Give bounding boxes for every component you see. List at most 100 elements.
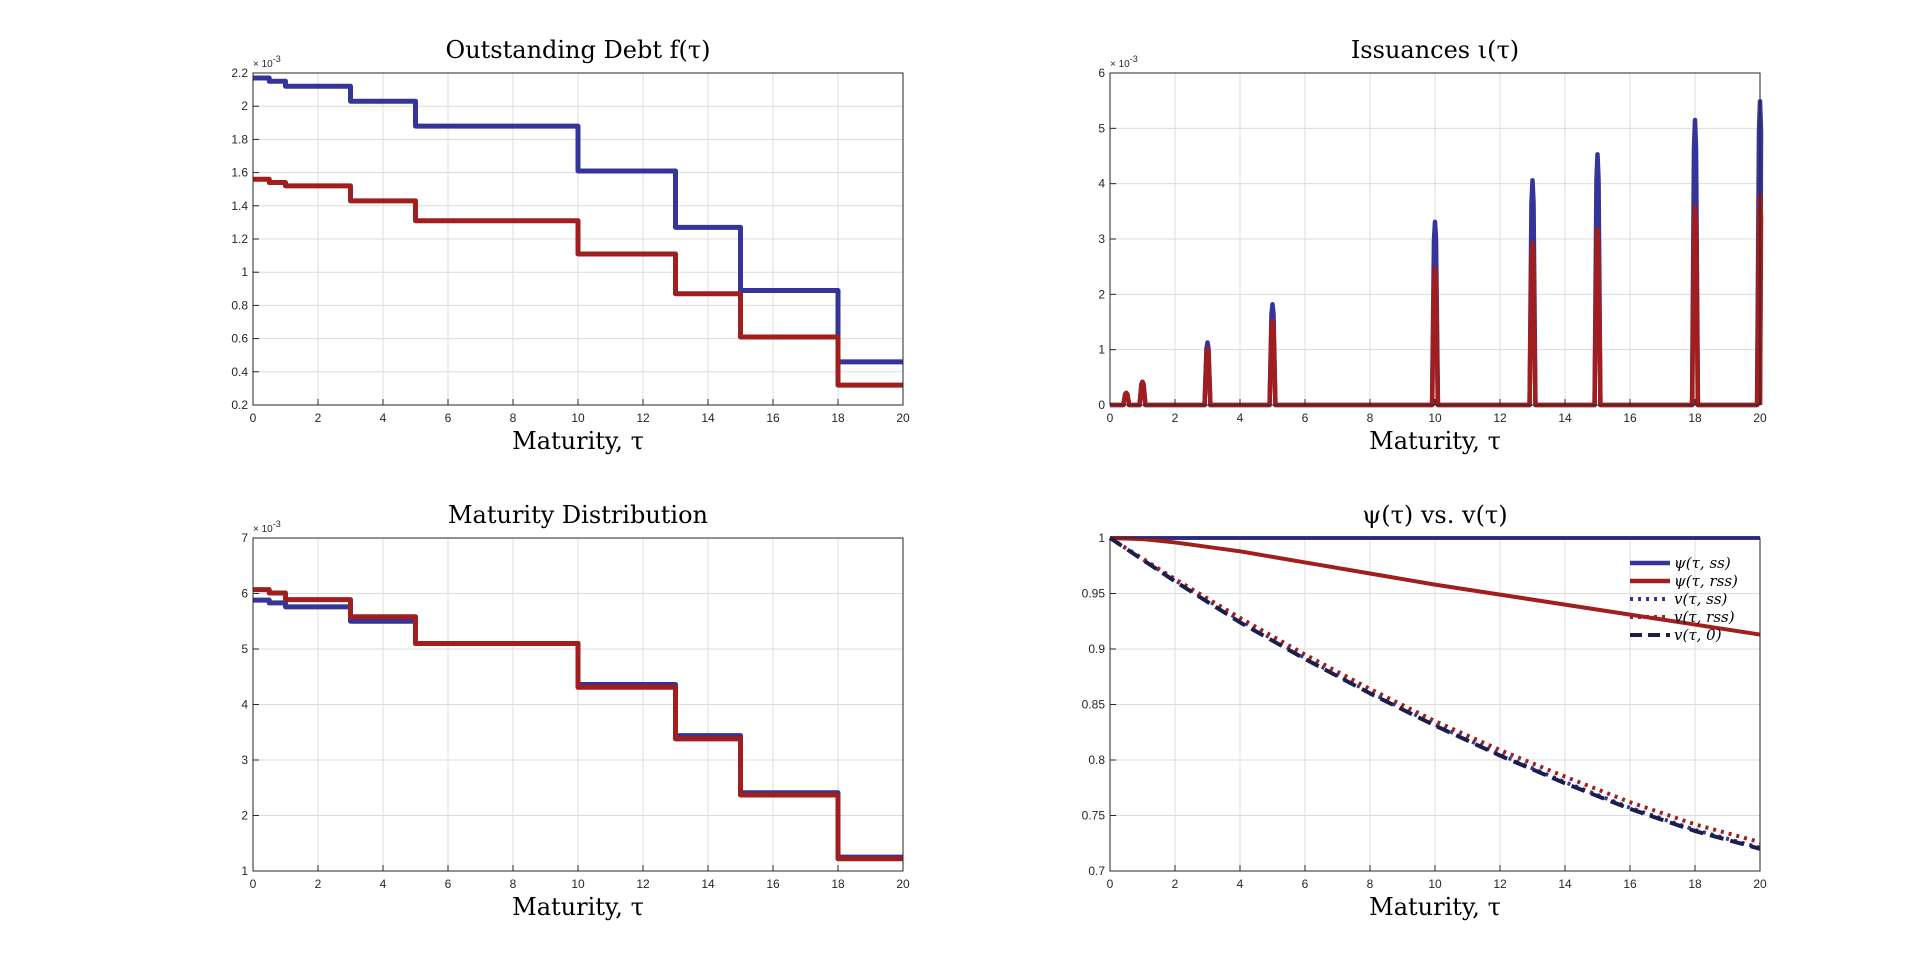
y-tick-label: 2 xyxy=(241,809,248,823)
y-tick-label: 1.8 xyxy=(231,132,248,146)
y-tick-label: 1 xyxy=(241,864,248,878)
y-tick-label: 0.85 xyxy=(1082,698,1106,712)
x-tick-label: 6 xyxy=(1302,877,1309,891)
x-tick-label: 20 xyxy=(896,877,910,891)
y-tick-label: 2 xyxy=(1098,287,1105,301)
psi-vs-v-series-5-line xyxy=(1108,536,1761,851)
outstanding-debt-plot-area xyxy=(253,75,903,388)
y-tick-label: 0.6 xyxy=(231,332,248,346)
x-tick-label: 20 xyxy=(1753,411,1767,425)
outstanding-debt-y-exponent: × 10-3 xyxy=(253,54,281,70)
x-tick-label: 0 xyxy=(1107,411,1114,425)
psi-vs-v-panel: 0 2 4 6 8 10 12 14 16 18 20 0.7 0.75 0.8 0.85 0.9 0.95 1 ψ… xyxy=(1082,501,1767,921)
maturity-distribution-y-exponent: × 10-3 xyxy=(253,519,281,535)
issuances-plot-area xyxy=(1110,98,1764,408)
x-tick-label: 16 xyxy=(1623,877,1637,891)
y-tick-label: 5 xyxy=(241,642,248,656)
x-tick-label: 12 xyxy=(1493,877,1507,891)
y-tick-label: 1.4 xyxy=(231,199,248,213)
y-tick-label: 0.95 xyxy=(1082,587,1106,601)
y-tick-label: 0.9 xyxy=(1088,642,1105,656)
x-tick-label: 18 xyxy=(1688,877,1702,891)
x-tick-label: 8 xyxy=(1367,877,1374,891)
y-tick-label: 0.75 xyxy=(1082,809,1106,823)
legend-label: v(τ, 0) xyxy=(1674,626,1722,644)
x-tick-label: 14 xyxy=(1558,877,1572,891)
x-tick-label: 12 xyxy=(1493,411,1507,425)
y-tick-label: 0.2 xyxy=(231,398,248,412)
y-tick-label: 2 xyxy=(241,99,248,113)
issuances-series-2-line xyxy=(1110,193,1764,408)
y-tick-label: 1.6 xyxy=(231,166,248,180)
x-tick-label: 10 xyxy=(571,877,585,891)
legend-label: ψ(τ, rss) xyxy=(1674,572,1738,590)
x-tick-label: 6 xyxy=(445,411,452,425)
y-tick-label: 3 xyxy=(1098,232,1105,246)
x-tick-label: 12 xyxy=(636,877,650,891)
issuances-y-exponent: × 10-3 xyxy=(1110,54,1138,70)
x-tick-label: 20 xyxy=(1753,877,1767,891)
y-tick-label: 6 xyxy=(241,587,248,601)
y-tick-label: 6 xyxy=(1098,66,1105,80)
x-tick-label: 2 xyxy=(1172,411,1179,425)
legend-label: v(τ, ss) xyxy=(1674,590,1728,608)
issuances-title: Issuances ι(τ) xyxy=(1351,36,1519,64)
x-tick-label: 0 xyxy=(250,877,257,891)
psi-vs-v-legend: ψ(τ, ss)ψ(τ, rss)v(τ, ss)v(τ, rss)v(τ, 0… xyxy=(1630,554,1738,644)
y-tick-label: 2.2 xyxy=(231,66,248,80)
x-tick-label: 2 xyxy=(315,411,322,425)
psi-vs-v-title: ψ(τ) vs. v(τ) xyxy=(1362,501,1507,529)
maturity-distribution-x-axis-label: Maturity, τ xyxy=(512,893,644,921)
x-tick-label: 0 xyxy=(1107,877,1114,891)
outstanding-debt-x-axis-label: Maturity, τ xyxy=(512,427,644,455)
issuances-x-axis-label: Maturity, τ xyxy=(1369,427,1501,455)
x-tick-label: 8 xyxy=(1367,411,1374,425)
y-tick-label: 3 xyxy=(241,753,248,767)
x-tick-label: 8 xyxy=(510,877,517,891)
x-tick-label: 4 xyxy=(1237,877,1244,891)
outstanding-debt-panel: 0 2 4 6 8 10 12 14 16 18 20 0.2 0.4 0.6 0.8 1 1.2 1.4 1.6 1… xyxy=(231,36,910,455)
outstanding-debt-title: Outstanding Debt f(τ) xyxy=(446,36,711,64)
x-tick-label: 12 xyxy=(636,411,650,425)
x-tick-label: 16 xyxy=(766,411,780,425)
x-tick-label: 6 xyxy=(445,877,452,891)
x-tick-label: 16 xyxy=(766,877,780,891)
legend-label: ψ(τ, ss) xyxy=(1674,554,1731,572)
legend-label: v(τ, rss) xyxy=(1674,608,1735,626)
x-tick-label: 14 xyxy=(1558,411,1572,425)
x-tick-label: 6 xyxy=(1302,411,1309,425)
outstanding-debt-series-2-line xyxy=(253,176,903,388)
x-tick-label: 18 xyxy=(831,877,845,891)
y-tick-label: 1 xyxy=(1098,343,1105,357)
x-tick-label: 10 xyxy=(1428,877,1442,891)
y-tick-label: 0.8 xyxy=(1088,753,1105,767)
y-tick-label: 5 xyxy=(1098,121,1105,135)
y-tick-label: 0.7 xyxy=(1088,864,1105,878)
y-tick-label: 7 xyxy=(241,531,248,545)
x-tick-label: 10 xyxy=(1428,411,1442,425)
maturity-distribution-series-2-line xyxy=(253,587,903,862)
x-tick-label: 4 xyxy=(380,411,387,425)
y-tick-label: 4 xyxy=(1098,177,1105,191)
y-tick-label: 4 xyxy=(241,698,248,712)
y-tick-label: 0.4 xyxy=(231,365,248,379)
outstanding-debt-series-1-line xyxy=(253,75,903,365)
x-tick-label: 14 xyxy=(701,877,715,891)
x-tick-label: 4 xyxy=(1237,411,1244,425)
x-tick-label: 18 xyxy=(831,411,845,425)
maturity-distribution-title: Maturity Distribution xyxy=(448,501,708,529)
maturity-distribution-plot-area xyxy=(253,587,903,862)
x-tick-label: 16 xyxy=(1623,411,1637,425)
x-tick-label: 14 xyxy=(701,411,715,425)
x-tick-label: 0 xyxy=(250,411,257,425)
x-tick-label: 18 xyxy=(1688,411,1702,425)
x-tick-label: 20 xyxy=(896,411,910,425)
psi-vs-v-x-axis-label: Maturity, τ xyxy=(1369,893,1501,921)
x-tick-label: 2 xyxy=(1172,877,1179,891)
y-tick-label: 0.8 xyxy=(231,298,248,312)
x-tick-label: 4 xyxy=(380,877,387,891)
y-tick-label: 1.2 xyxy=(231,232,248,246)
